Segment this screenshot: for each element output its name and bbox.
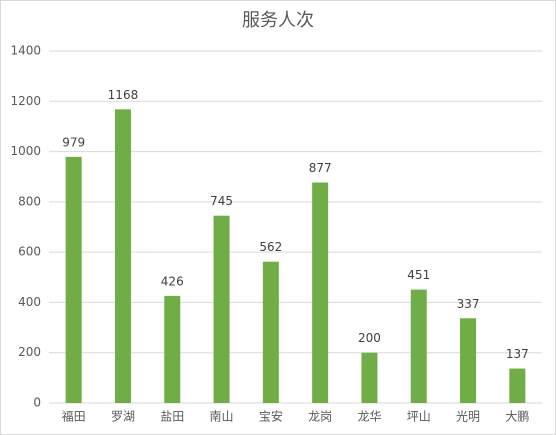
bar xyxy=(262,261,279,403)
bar xyxy=(164,295,181,403)
bar xyxy=(509,368,526,403)
data-label: 562 xyxy=(259,240,282,254)
data-label: 137 xyxy=(506,347,529,361)
data-label: 1168 xyxy=(108,88,139,102)
chart-title: 服务人次 xyxy=(242,10,314,31)
bar xyxy=(460,318,477,403)
x-tick-label: 大鹏 xyxy=(505,410,529,424)
data-label: 745 xyxy=(210,194,233,208)
data-label: 451 xyxy=(407,268,430,282)
data-label: 979 xyxy=(62,135,85,149)
y-tick-label: 400 xyxy=(18,295,41,309)
y-tick-label: 1400 xyxy=(10,44,41,58)
bar xyxy=(361,352,378,403)
bar xyxy=(213,215,230,403)
x-tick-label: 坪山 xyxy=(407,410,431,424)
y-tick-label: 600 xyxy=(18,245,41,259)
x-tick-label: 龙华 xyxy=(357,410,381,424)
bar xyxy=(114,109,131,404)
y-tick-label: 1000 xyxy=(10,144,41,158)
bar xyxy=(65,156,82,403)
x-tick-label: 福田 xyxy=(62,409,86,424)
y-tick-label: 800 xyxy=(18,194,41,208)
x-tick-label: 宝安 xyxy=(259,409,283,424)
y-tick-label: 200 xyxy=(18,345,41,359)
bar xyxy=(312,182,329,403)
x-tick-label: 南山 xyxy=(210,409,234,424)
data-label: 337 xyxy=(457,297,480,311)
data-label: 877 xyxy=(309,161,332,175)
x-tick-label: 罗湖 xyxy=(111,409,135,424)
data-label: 200 xyxy=(358,331,381,345)
y-tick-label: 0 xyxy=(33,396,41,410)
x-tick-label: 盐田 xyxy=(160,410,184,424)
x-tick-label: 龙岗 xyxy=(308,410,332,424)
x-tick-label: 光明 xyxy=(456,410,480,424)
bar xyxy=(410,289,427,403)
data-label: 426 xyxy=(161,274,184,288)
y-tick-label: 1200 xyxy=(10,94,41,108)
